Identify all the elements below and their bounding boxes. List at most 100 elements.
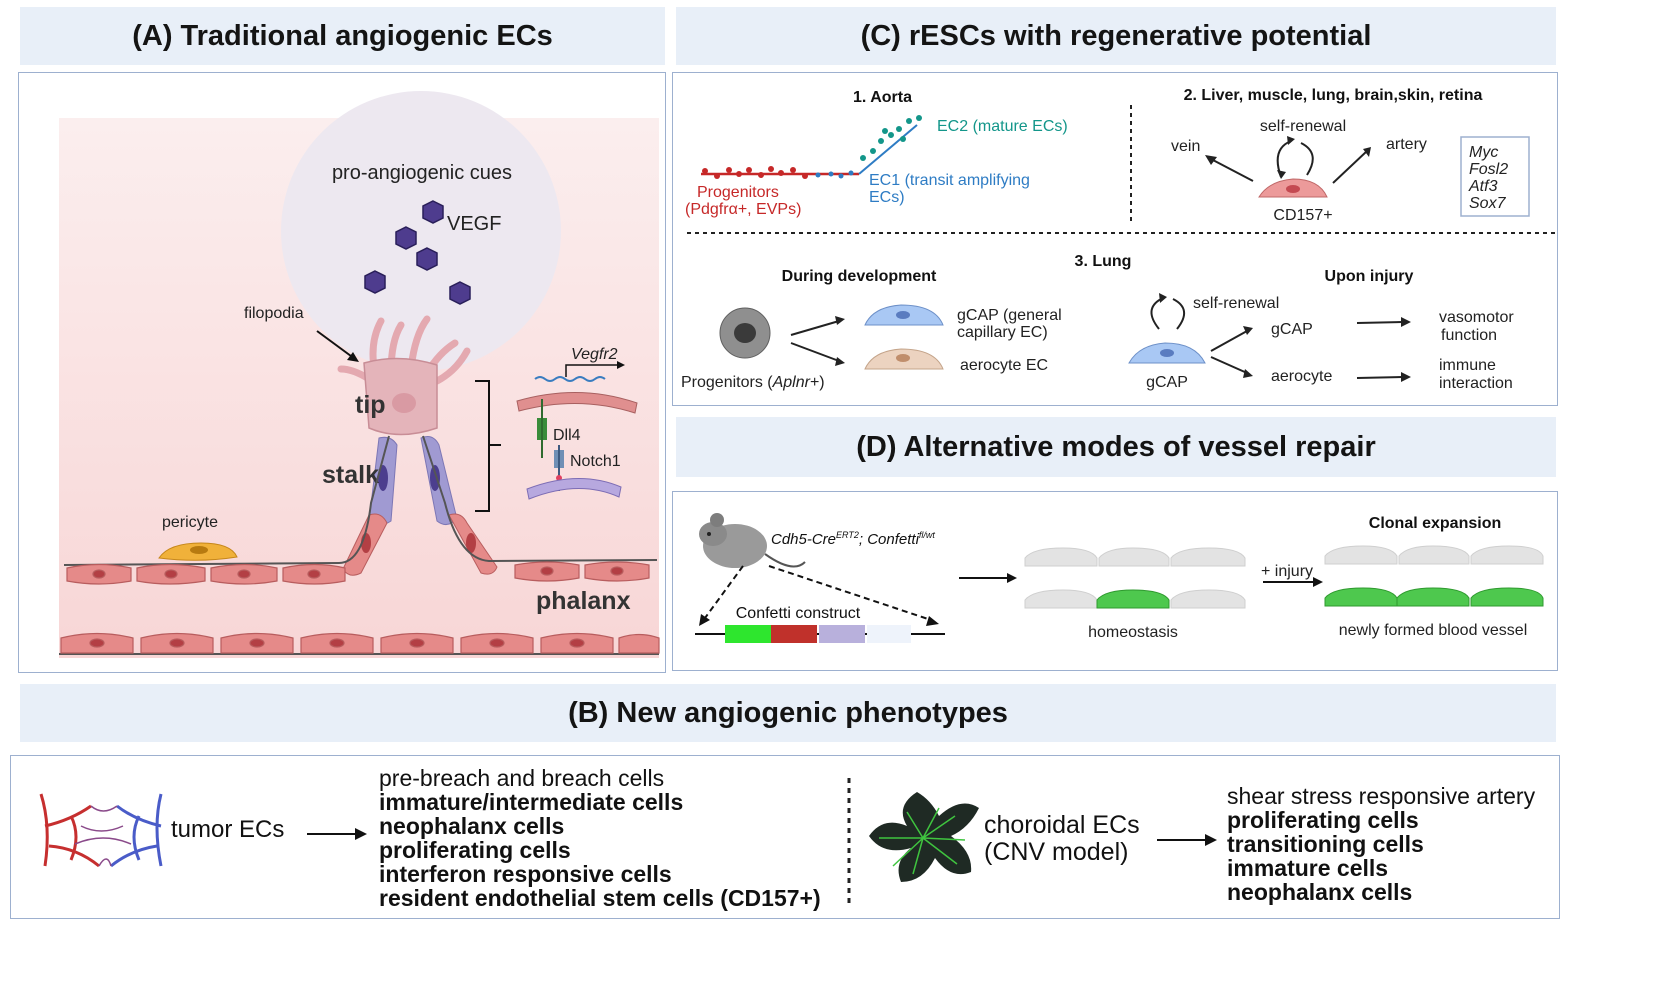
to-immune-arrow <box>1401 372 1411 382</box>
pericyte-label: pericyte <box>162 514 218 531</box>
bracket <box>475 380 501 512</box>
gene-1: Myc <box>1469 144 1498 161</box>
confetti-blank-segment <box>867 625 911 643</box>
upon-injury-label: Upon injury <box>1325 268 1414 285</box>
self-renewal-loop-2 <box>1150 298 1185 330</box>
panel-c-title: (C) rESCs with regenerative potential <box>860 19 1372 52</box>
vessel-wall <box>63 435 658 566</box>
tumor-phenotype-2: immature/intermediate cells <box>379 789 684 815</box>
panel-a-box: pro-angiogenic cues VEGF filopodia tip <box>18 72 666 673</box>
homeostasis-label: homeostasis <box>1088 624 1178 641</box>
dashed-arrow-left <box>699 614 710 626</box>
panel-c-box: 1. Aorta EC2 (mature ECs) EC1 (transit a… <box>672 72 1558 406</box>
artery-label: artery <box>1386 136 1427 153</box>
aerocyte-ec-label: aerocyte EC <box>960 357 1048 374</box>
tumor-phenotype-6: resident endothelial stem cells (CD157+) <box>379 885 821 911</box>
signal-receiving-cell <box>526 478 622 500</box>
self-renewal-label: self-renewal <box>1260 118 1346 135</box>
tumor-phenotype-5: interferon responsive cells <box>379 861 672 887</box>
tumor-arrow <box>355 828 367 840</box>
stalk-cells <box>342 436 498 576</box>
gcap-label: gCAP <box>1271 321 1313 338</box>
progenitor-dots <box>702 166 808 179</box>
choroidal-label-line1: choroidal ECs <box>984 811 1140 839</box>
progenitors-label-line1: Progenitors <box>697 184 779 201</box>
gene-4: Sox7 <box>1469 195 1507 212</box>
choroidal-phenotype-list: shear stress responsive artery prolifera… <box>1227 784 1535 904</box>
immune-line2: interaction <box>1439 375 1513 392</box>
choroid-flatmount-icon <box>869 792 979 882</box>
to-gcap-arrow-2 <box>1243 326 1253 335</box>
tumor-ecs-label: tumor ECs <box>171 816 285 843</box>
homeostasis-cells <box>1024 547 1246 609</box>
vasomotor-line2: function <box>1441 327 1497 344</box>
gene-3: Atf3 <box>1468 178 1498 195</box>
gcap-bottom-label: gCAP <box>1146 374 1188 391</box>
aerocyte-label: aerocyte <box>1271 368 1332 385</box>
vegf-molecules <box>364 200 471 305</box>
gcap-general-line1: gCAP (general <box>957 307 1062 324</box>
panel-b-graphics <box>39 778 1217 906</box>
lung-title: 3. Lung <box>1075 253 1132 270</box>
panel-b-box: tumor ECs pre-breach and breach cells im… <box>10 755 1560 919</box>
to-aerocyte-arrow <box>835 357 845 366</box>
progenitors-label-line2: (Pdgfrα+, EVPs) <box>685 201 801 218</box>
ec1-label-line2: ECs) <box>869 189 905 206</box>
choroidal-phenotype-3: transitioning cells <box>1227 831 1424 857</box>
progenitors-aplnr-label: Progenitors (Aplnr+) <box>681 374 825 391</box>
genotype-label: Cdh5-CreERT2; Confettifl/wt <box>771 530 935 548</box>
choroid-arrow <box>1205 834 1217 846</box>
vegf-label: VEGF <box>447 213 501 235</box>
resc-illustration: 1. Aorta EC2 (mature ECs) EC1 (transit a… <box>681 87 1557 392</box>
ec1-dots <box>815 170 854 179</box>
choroidal-label: choroidal ECs (CNV model) <box>984 812 1140 866</box>
choroidal-phenotype-5: neophalanx cells <box>1227 879 1413 905</box>
panel-a-header: (A) Traditional angiogenic ECs <box>20 7 665 65</box>
tumor-phenotype-3: neophalanx cells <box>379 813 565 839</box>
angiogenesis-illustration: pro-angiogenic cues VEGF filopodia tip <box>59 91 660 658</box>
ec2-label: EC2 (mature ECs) <box>937 118 1068 135</box>
panel-c-header: (C) rESCs with regenerative potential <box>676 7 1556 65</box>
confetti-green-segment <box>725 625 771 643</box>
cd157-label: CD157+ <box>1273 207 1332 224</box>
organs-title: 2. Liver, muscle, lung, brain,skin, reti… <box>1184 87 1483 104</box>
filopodia-label: filopodia <box>244 305 304 322</box>
phalanx-row-top <box>66 561 650 585</box>
vasomotor-line1: vasomotor <box>1439 309 1514 326</box>
gcap-general-line2: capillary EC) <box>957 324 1048 341</box>
clonal-expansion-label: Clonal expansion <box>1369 515 1501 532</box>
signal-sending-cell <box>516 392 638 414</box>
dna-strand <box>534 376 606 382</box>
panel-d-box: Cdh5-CreERT2; Confettifl/wt Confetti con… <box>672 491 1558 671</box>
gene-box <box>1460 136 1530 217</box>
vegfr2-label: Vegfr2 <box>571 346 618 363</box>
to-aerocyte-arrow-2 <box>1243 369 1253 378</box>
mouse-icon <box>699 513 806 568</box>
tumor-vessel-icon <box>39 793 163 868</box>
choroidal-phenotype-1: shear stress responsive artery <box>1227 783 1536 809</box>
tumor-phenotype-1: pre-breach and breach cells <box>379 765 665 791</box>
phalanx-row-bottom <box>60 632 660 654</box>
panel-d-title: (D) Alternative modes of vessel repair <box>856 430 1376 463</box>
construct-label: Confetti construct <box>736 605 861 622</box>
panel-b-header: (B) New angiogenic phenotypes <box>20 684 1556 742</box>
filopodia-arrow <box>347 352 359 362</box>
panel-d-header: (D) Alternative modes of vessel repair <box>676 417 1556 477</box>
stalk-label: stalk <box>322 461 379 489</box>
choroidal-label-line2: (CNV model) <box>984 838 1129 866</box>
tip-label: tip <box>355 391 386 419</box>
immune-line1: immune <box>1439 357 1496 374</box>
tumor-phenotype-4: proliferating cells <box>379 837 571 863</box>
injury-label: + injury <box>1261 563 1313 580</box>
panel-b-title: (B) New angiogenic phenotypes <box>568 696 1008 729</box>
aorta-title: 1. Aorta <box>853 89 912 106</box>
cue-gradient-circle <box>281 91 561 371</box>
panel-a-title: (A) Traditional angiogenic ECs <box>132 19 553 52</box>
gene-2: Fosl2 <box>1469 161 1508 178</box>
confetti-purple-segment <box>819 625 865 643</box>
confetti-red-segment <box>771 625 817 643</box>
tip-cell <box>337 315 471 436</box>
to-vasomotor-arrow <box>1401 317 1411 327</box>
vessel-repair-illustration: Cdh5-CreERT2; Confettifl/wt Confetti con… <box>695 513 1544 643</box>
choroidal-phenotype-4: immature cells <box>1227 855 1389 881</box>
